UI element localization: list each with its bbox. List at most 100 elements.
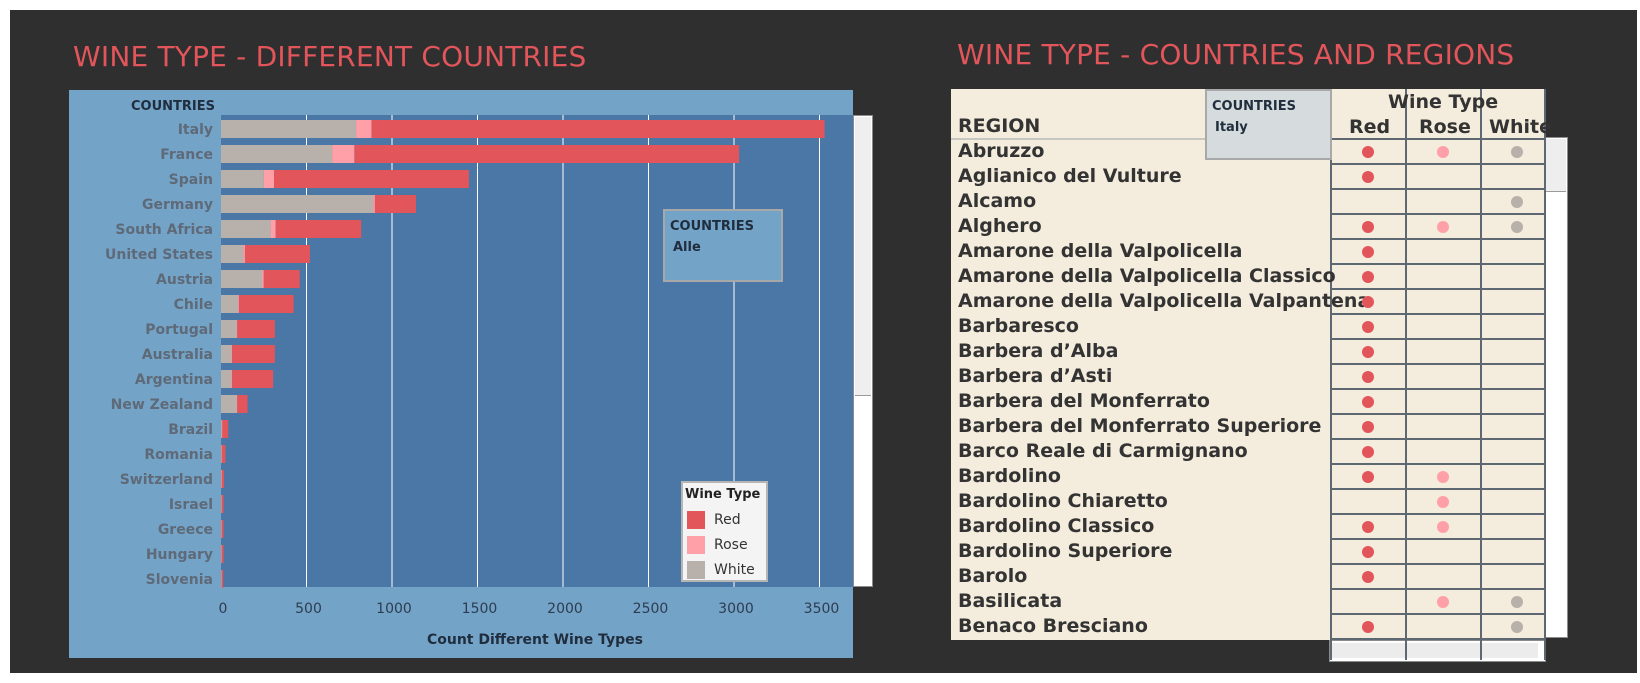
category-label: Brazil [168,422,213,438]
bar-segment-red [221,445,226,463]
category-label: Romania [144,447,213,463]
bar-segment-white [221,220,271,238]
category-label: South Africa [115,222,213,238]
category-label: Australia [142,347,213,363]
legend-swatch-white [687,561,705,579]
category-label: Austria [156,272,213,288]
legend-title: Wine Type [685,487,761,502]
wine-type-marker-red [1362,170,1374,183]
region-table-horizontal-scrollbar-thumb[interactable] [1332,643,1538,658]
bar-segment-rose [243,245,245,263]
wine-type-marker-rose [1437,220,1449,233]
countries-filter-value[interactable]: Alle [673,240,701,255]
bar-segment-white [221,570,222,588]
wine-type-marker-rose [1437,470,1449,483]
category-label: Italy [178,122,213,138]
bar-segment-white [221,270,263,288]
bar-segment-red [221,520,224,538]
region-label: Amarone della Valpolicella Classico [958,265,1336,287]
bar-segment-white [221,495,222,513]
category-label: Argentina [135,372,213,388]
region-label: Barbera del Monferrato [958,390,1210,412]
wine-type-legend: Wine Type Red Rose White [681,481,768,582]
bar-segment-white [221,120,357,138]
red-column-header: Red [1349,116,1391,138]
legend-label-rose: Rose [714,537,748,553]
region-label: Barolo [958,565,1028,587]
bar-chart-scrollbar-thumb[interactable] [855,117,871,396]
region-label: Barbera d’Alba [958,340,1119,362]
countries-filter-left[interactable]: COUNTRIES Alle [663,209,783,282]
wine-type-marker-rose [1437,520,1449,533]
wine-type-marker-rose [1437,495,1449,508]
countries-filter-right[interactable]: COUNTRIES Italy [1205,89,1332,160]
region-label: Alghero [958,215,1042,237]
wine-type-marker-red [1362,270,1374,283]
countries-filter-value[interactable]: Italy [1215,120,1248,135]
wine-type-marker-red [1362,295,1374,308]
bar-segment-rose [231,370,233,388]
bar-segment-red [238,295,294,313]
bar-segment-red [274,170,469,188]
wine-type-marker-red [1362,320,1374,333]
bar-chart-scrollbar[interactable] [853,115,873,587]
region-label: Barbera d’Asti [958,365,1113,387]
wine-type-marker-red [1362,395,1374,408]
region-label: Barbera del Monferrato Superiore [958,415,1322,437]
wine-type-marker-red [1362,570,1374,583]
legend-label-white: White [714,562,755,578]
bar-segment-red [221,495,224,513]
legend-label-red: Red [714,512,741,528]
legend-swatch-rose [687,536,705,554]
category-label: Chile [174,297,213,313]
bar-segment-rose [373,195,375,213]
bar-segment-white [221,245,244,263]
bar-segment-red [263,270,300,288]
bar-segment-red [237,320,275,338]
region-label: Bardolino [958,465,1061,487]
bar-segment-white [221,195,374,213]
x-tick-label: 3500 [804,601,840,617]
wine-type-marker-rose [1437,595,1449,608]
x-tick-label: 2000 [547,601,583,617]
countries-filter-title: COUNTRIES [670,219,754,234]
region-label: Bardolino Chiaretto [958,490,1168,512]
region-label: Barco Reale di Carmignano [958,440,1248,462]
x-tick-label: 500 [295,601,322,617]
region-table-horizontal-scrollbar[interactable] [1329,640,1546,662]
wine-type-marker-rose [1437,145,1449,158]
bar-segment-white [221,170,264,188]
wine-type-marker-red [1362,220,1374,233]
category-label: New Zealand [111,397,213,413]
x-axis-title: Count Different Wine Types [427,632,643,648]
row-header-countries: COUNTRIES [131,99,215,114]
bar-segment-rose [262,270,264,288]
wine-type-marker-red [1362,420,1374,433]
category-label: Germany [142,197,213,213]
bar-segment-rose [231,345,233,363]
bar-segment-red [244,245,310,263]
bar-segment-white [221,370,232,388]
bar-segment-red [237,395,248,413]
bar-segment-red [232,345,275,363]
wine-type-marker-red [1362,620,1374,633]
wine-type-marker-white [1511,620,1523,633]
category-label: Slovenia [146,572,213,588]
bar-segment-white [221,445,222,463]
category-label: Switzerland [120,472,213,488]
wine-type-marker-white [1511,145,1523,158]
x-tick-label: 1000 [376,601,412,617]
wine-type-marker-red [1362,470,1374,483]
bar-segment-rose [236,320,238,338]
bar-segment-red [221,570,224,588]
bar-segment-red [221,470,225,488]
bar-segment-red [221,545,224,563]
wine-type-column-group-header: Wine Type [1388,91,1499,113]
bar-segment-red [371,120,825,138]
bar-segment-red [374,195,416,213]
region-table-scrollbar-thumb[interactable] [1546,139,1566,192]
x-tick-label: 3000 [718,601,754,617]
bar-segment-white [221,420,222,438]
bar-segment-white [221,295,239,313]
